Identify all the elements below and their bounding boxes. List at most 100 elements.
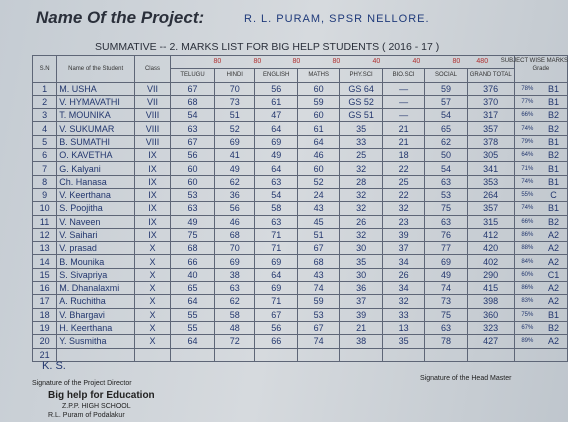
table-cell: 7 [31, 161, 58, 176]
table-cell: A2 [539, 254, 568, 269]
table-cell: 60% [513, 267, 540, 283]
table-cell: 2 [31, 94, 58, 110]
table-cell: 67% [513, 320, 540, 336]
table-cell: 54 [424, 108, 468, 123]
project-title: Name Of the Project: [36, 8, 205, 27]
table-cell: B2 [539, 121, 568, 136]
table-cell: 46 [214, 214, 256, 229]
table-cell: 32 [339, 187, 383, 203]
table-cell: B. SUMATHI [56, 134, 136, 150]
table-cell: 71% [513, 161, 540, 176]
header-cell: Class [134, 55, 171, 83]
table-cell: M. Dhanalaxmi [56, 281, 136, 296]
table-cell: 62 [214, 294, 256, 309]
table-cell: 65 [424, 121, 468, 136]
table-cell: 77 [424, 241, 468, 256]
table-cell: IX [134, 148, 171, 163]
table-cell: A2 [539, 241, 568, 256]
table-cell: 72 [214, 334, 256, 349]
max-mark: 80 [332, 58, 341, 66]
table-row: 21 [31, 347, 568, 362]
table-cell: 11 [31, 214, 58, 229]
table-cell: IX [134, 174, 171, 189]
table-cell: 37 [339, 294, 383, 309]
table-cell: A2 [539, 227, 568, 243]
table-cell: B1 [539, 81, 568, 96]
marks-table: S.N Name of the Student Class 80 80 80 80 40 40 8… [31, 54, 568, 362]
table-cell: 370 [466, 94, 515, 110]
table-cell: 64 [169, 334, 216, 349]
table-cell: 1 [31, 81, 58, 96]
table-cell: 74% [513, 174, 540, 189]
table-cell: 63 [214, 281, 256, 296]
table-cell: O. KAVETHA [56, 148, 136, 163]
director-label: Signature of the Project Director [32, 380, 132, 387]
table-cell: 66 [169, 254, 216, 269]
table-row: 19 H. Keerthana X 55 48 56 67 21 13 63 323 67% B2 [31, 320, 568, 336]
table-cell: 22 [381, 161, 426, 176]
table-cell: 341 [466, 161, 515, 176]
table-cell: 25 [381, 174, 426, 189]
table-row: 2 V. HYMAVATHI VII 68 73 61 59 GS 52—57 370 77% B1 [31, 94, 568, 110]
table-cell: VIII [134, 108, 171, 123]
table-cell: 55 [169, 307, 216, 322]
table-cell: 420 [466, 241, 515, 256]
table-cell: GS 52 [339, 94, 383, 110]
table-cell: 64 [169, 294, 216, 309]
table-cell: X [134, 307, 171, 322]
table-cell: 317 [466, 108, 515, 123]
table-cell: 56 [169, 148, 216, 163]
signature: K. S. [42, 360, 66, 372]
table-cell: 62 [424, 134, 468, 150]
table-cell: 74 [296, 334, 341, 349]
table-cell: IX [134, 227, 171, 243]
max-mark: 40 [372, 58, 381, 66]
stamp-school: Z.P.P. HIGH SCHOOL [62, 403, 131, 410]
table-cell: X [134, 254, 171, 269]
header-cell: TELUGU [169, 68, 216, 83]
table-cell: V. prasad [56, 241, 136, 256]
max-marks-cell: 80 80 80 80 40 40 80 SUBJECT WISE MARKS 480 [169, 54, 568, 70]
table-cell: 69 [214, 254, 256, 269]
table-cell: 66% [513, 108, 540, 123]
table-cell: 32 [339, 161, 383, 176]
table-cell: 58 [254, 201, 298, 216]
table-cell: 37 [381, 241, 426, 256]
table-cell: X [134, 334, 171, 349]
table-cell: 353 [466, 174, 515, 189]
table-cell: 69 [424, 254, 468, 269]
table-cell: V. Saihari [56, 227, 136, 243]
table-cell: 67 [296, 320, 341, 336]
table-cell: 39 [339, 307, 383, 322]
table-row: 15 S. Sivapriya X 40 38 64 43 30 26 49 290 60% C1 [31, 267, 568, 283]
table-cell: 39 [381, 227, 426, 243]
table-cell: A2 [539, 334, 568, 349]
table-row: 18 V. Bhargavi X 55 58 67 53 39 33 75 360 75% B1 [31, 307, 568, 322]
table-cell: 61 [254, 94, 298, 110]
table-cell: 378 [466, 134, 515, 150]
header-cell: ENGLISH [254, 68, 298, 83]
table-cell: B1 [539, 161, 568, 176]
table-cell: 60 [296, 81, 341, 96]
table-cell: 63 [424, 174, 468, 189]
table-cell [339, 347, 383, 362]
table-cell: 376 [466, 81, 515, 96]
max-mark: 80 [213, 58, 222, 66]
table-cell: — [381, 108, 426, 123]
header-cell: Name of the Student [56, 55, 136, 83]
table-cell: 41 [214, 148, 256, 163]
max-mark: 480 [476, 58, 489, 66]
table-cell: X [134, 320, 171, 336]
table-cell: 38 [214, 267, 256, 283]
table-row: 11 V. Naveen IX 49 46 63 45 26 23 63 315 66% B2 [31, 214, 568, 229]
table-cell: 19 [31, 320, 58, 336]
table-cell: 32 [381, 294, 426, 309]
table-cell: 360 [466, 307, 515, 322]
table-cell: X [134, 294, 171, 309]
table-row: 4 V. SUKUMAR VIII 63 52 64 61 35 21 65 357 74% B2 [31, 121, 568, 136]
table-cell: VIII [134, 134, 171, 150]
table-cell: 47 [254, 108, 298, 123]
table-cell: 76 [424, 227, 468, 243]
header-cell: GRAND TOTAL [466, 68, 515, 83]
table-row: 8 Ch. Hanasa IX 60 62 63 52 28 25 63 353 74% B1 [31, 174, 568, 189]
